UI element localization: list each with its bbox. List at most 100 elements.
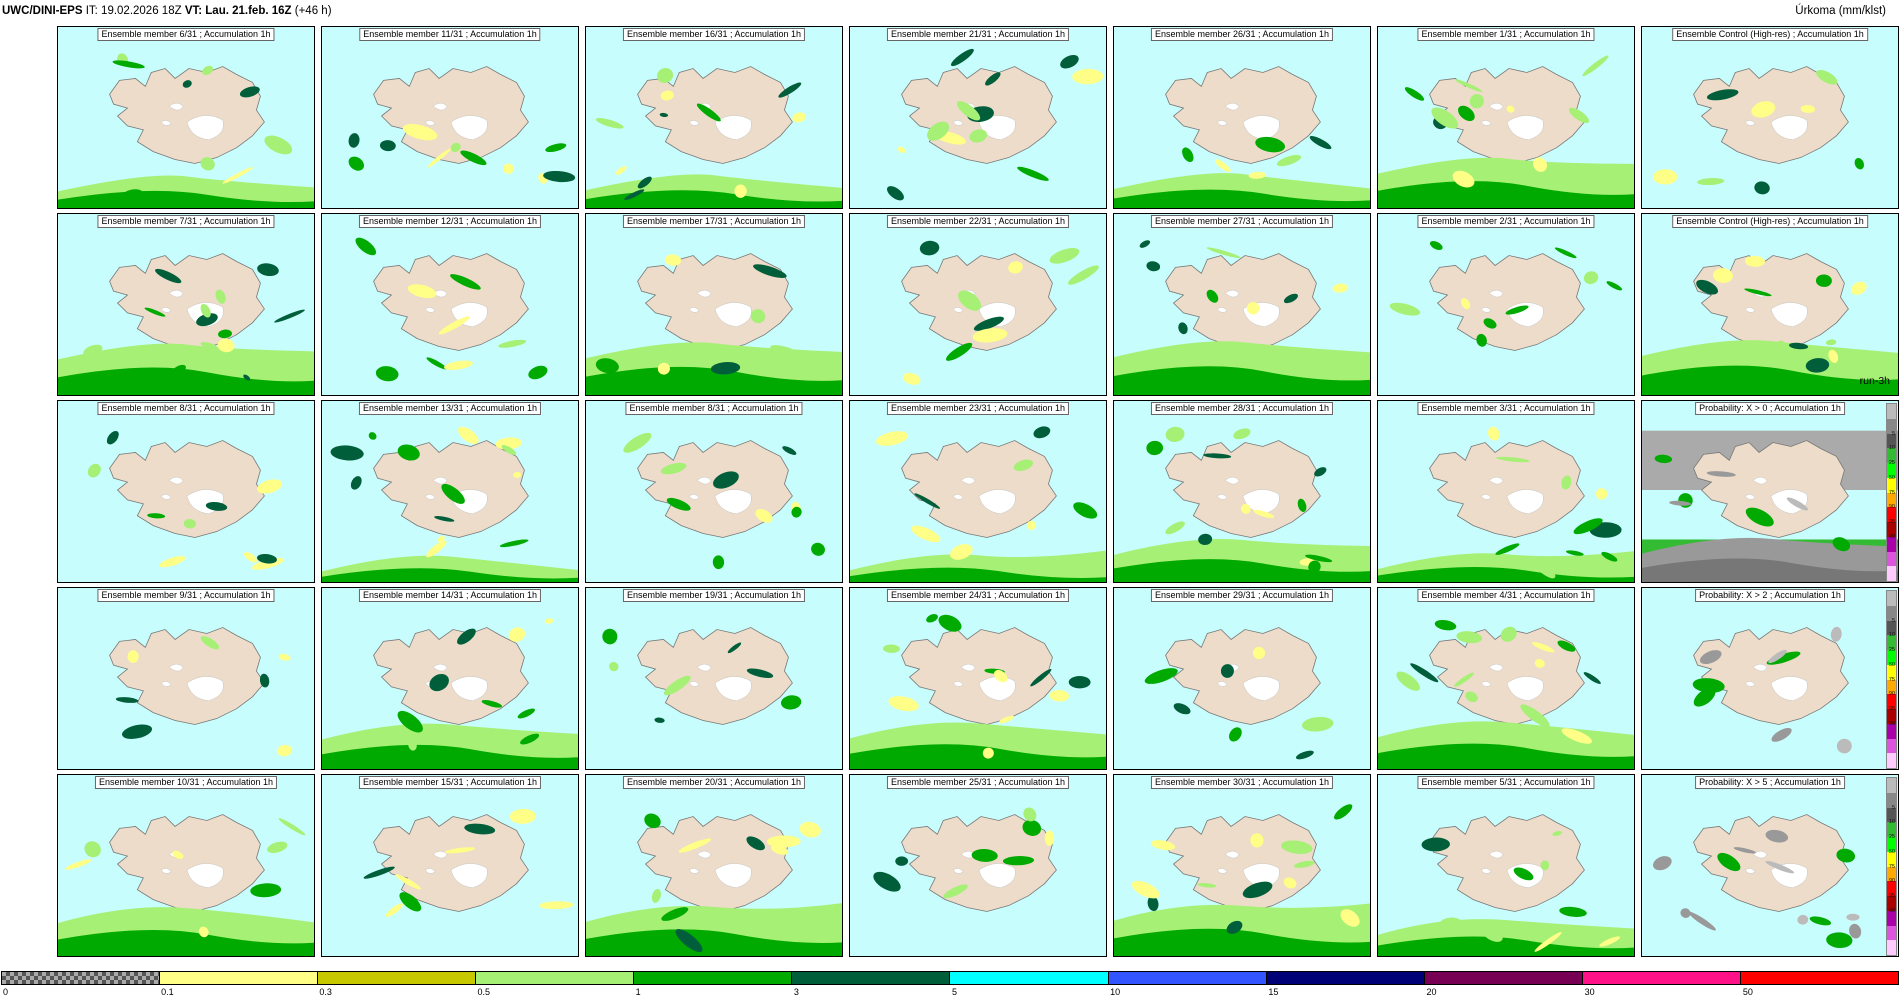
precip-cell bbox=[1506, 105, 1515, 113]
colorbar-label: 15 bbox=[1268, 987, 1279, 997]
precip-cell bbox=[1410, 663, 1439, 683]
vt-label: VT: bbox=[184, 5, 203, 17]
probability-scale-swatch bbox=[1887, 896, 1896, 911]
precip-cell bbox=[1165, 521, 1185, 535]
probability-scale-tick: 10 bbox=[1888, 632, 1895, 639]
precip-cell bbox=[654, 717, 665, 723]
precip-cell bbox=[1060, 54, 1079, 69]
precip-cell bbox=[615, 166, 627, 175]
map-canvas bbox=[1378, 401, 1634, 582]
precip-cell bbox=[1404, 87, 1425, 101]
glacier bbox=[160, 681, 172, 687]
precip-cell bbox=[426, 540, 447, 558]
precip-cell bbox=[949, 544, 973, 560]
precip-cell bbox=[1652, 169, 1678, 185]
precip-cell bbox=[222, 167, 253, 184]
colorbar-label: 10 bbox=[1110, 987, 1121, 997]
map-canvas bbox=[1642, 775, 1898, 956]
precip-band-core bbox=[1378, 936, 1634, 956]
glacier bbox=[1216, 307, 1228, 313]
precip-cell bbox=[1830, 626, 1842, 642]
map-panel: Ensemble member 29/31 ; Accumulation 1h bbox=[1113, 587, 1371, 770]
glacier bbox=[1480, 120, 1492, 126]
precip-cell bbox=[1255, 136, 1286, 153]
glacier bbox=[1242, 115, 1280, 140]
probability-scale-tick: 50 bbox=[1888, 474, 1895, 481]
precip-cell bbox=[1706, 89, 1739, 101]
precip-cell bbox=[1533, 157, 1548, 172]
precip-band-core bbox=[322, 568, 578, 582]
precip-cell bbox=[897, 146, 906, 154]
map-panel: Ensemble member 1/31 ; Accumulation 1h bbox=[1377, 26, 1635, 209]
precip-cell bbox=[1495, 543, 1520, 555]
glacier bbox=[1770, 676, 1808, 701]
precip-cell bbox=[1013, 459, 1034, 472]
precip-cell bbox=[517, 708, 535, 719]
precip-cell bbox=[1434, 619, 1457, 631]
precip-cell bbox=[464, 823, 496, 835]
precip-cell bbox=[914, 493, 941, 509]
precip-cell bbox=[205, 501, 228, 511]
precip-cell bbox=[659, 112, 669, 118]
precip-cell bbox=[887, 186, 904, 201]
precip-cell bbox=[1178, 322, 1188, 335]
panel-title: Ensemble member 5/31 ; Accumulation 1h bbox=[1417, 776, 1595, 789]
map-canvas bbox=[586, 27, 842, 208]
precip-cell bbox=[1438, 917, 1463, 932]
probability-scale-swatch bbox=[1887, 433, 1896, 449]
map-canvas bbox=[58, 588, 314, 769]
glacier bbox=[978, 863, 1016, 888]
glacier bbox=[960, 476, 976, 485]
precip-cell bbox=[223, 916, 251, 936]
map-panel: Ensemble member 2/31 ; Accumulation 1h bbox=[1377, 213, 1635, 396]
precip-cell bbox=[450, 274, 481, 290]
precip-cell bbox=[498, 339, 527, 348]
precip-cell bbox=[1455, 79, 1483, 92]
precip-cell bbox=[1002, 856, 1035, 866]
precip-cell bbox=[513, 471, 522, 478]
precip-cell bbox=[1713, 268, 1734, 283]
map-canvas bbox=[58, 775, 314, 956]
precip-cell bbox=[624, 189, 645, 201]
precip-cell bbox=[426, 357, 447, 370]
map-panel: Ensemble member 25/31 ; Accumulation 1h bbox=[849, 774, 1107, 957]
precip-cell bbox=[122, 724, 153, 739]
precip-cell bbox=[873, 871, 901, 892]
precip-cell bbox=[172, 850, 184, 859]
precip-cell bbox=[1008, 261, 1023, 274]
precip-band-core bbox=[1114, 559, 1370, 582]
precip-cell bbox=[1182, 147, 1194, 163]
precip-cell bbox=[1297, 498, 1307, 512]
map-panel: Ensemble member 17/31 ; Accumulation 1h bbox=[585, 213, 843, 396]
map-canvas bbox=[58, 214, 314, 395]
precip-cell bbox=[1023, 807, 1037, 822]
precip-cell bbox=[1220, 664, 1234, 678]
precip-cell bbox=[1816, 69, 1838, 85]
precip-cell bbox=[1809, 916, 1832, 926]
precip-cell bbox=[664, 254, 682, 266]
panel-title: Ensemble member 9/31 ; Accumulation 1h bbox=[97, 589, 275, 602]
precip-cell bbox=[1068, 675, 1091, 689]
precip-cell bbox=[200, 157, 215, 171]
precip-cell bbox=[1469, 94, 1484, 109]
precip-cell bbox=[982, 747, 994, 759]
precip-cell bbox=[1706, 471, 1736, 477]
probability-scale-tick: 10 bbox=[1888, 445, 1895, 452]
precip-cell bbox=[200, 303, 211, 318]
precip-cell bbox=[1022, 819, 1042, 836]
precip-cell bbox=[792, 112, 806, 123]
probability-scale-swatch bbox=[1887, 807, 1896, 823]
precip-band-core bbox=[586, 190, 842, 208]
probability-scale-tick: 50 bbox=[1888, 661, 1895, 668]
precip-cell bbox=[998, 715, 1015, 724]
glacier bbox=[424, 868, 436, 874]
precip-cell bbox=[274, 309, 305, 323]
precip-cell bbox=[144, 307, 166, 317]
model-name: UWC/DINI-EPS bbox=[2, 5, 83, 17]
glacier bbox=[168, 476, 184, 485]
probability-scale-swatch bbox=[1887, 418, 1896, 434]
precip-cell bbox=[277, 744, 293, 757]
precip-cell bbox=[1308, 560, 1321, 574]
probability-scale-swatch bbox=[1887, 448, 1896, 463]
map-panel: Ensemble member 9/31 ; Accumulation 1h bbox=[57, 587, 315, 770]
